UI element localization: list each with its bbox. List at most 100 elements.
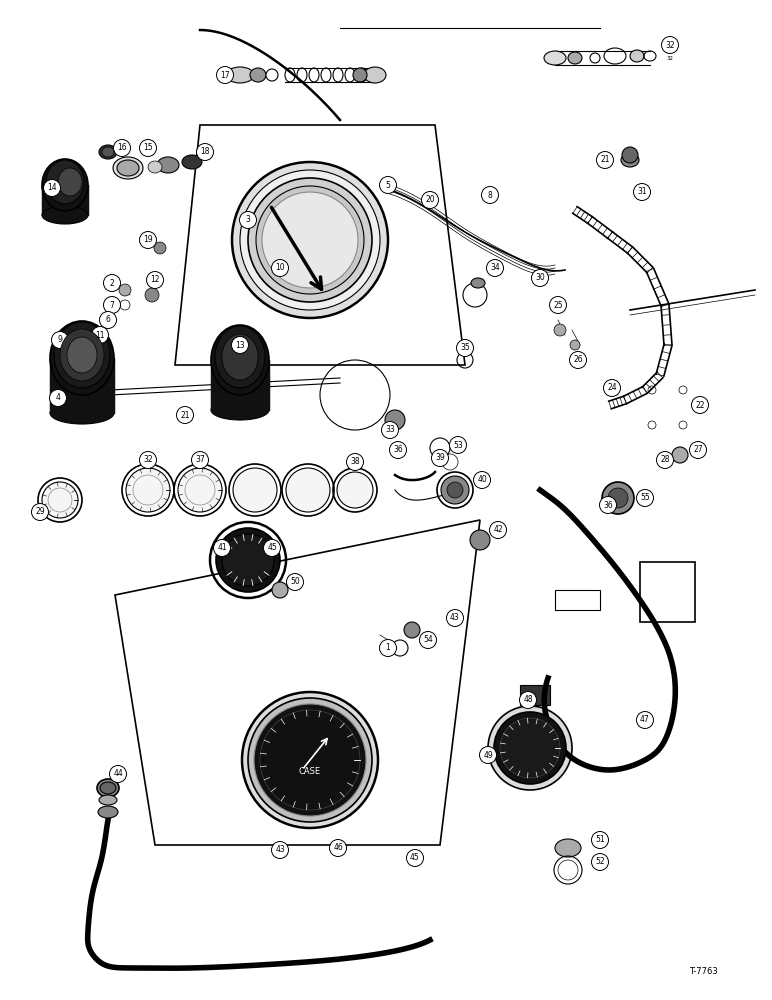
Circle shape: [256, 186, 364, 294]
Circle shape: [486, 259, 503, 276]
Text: 5: 5: [385, 180, 391, 190]
Ellipse shape: [226, 67, 254, 83]
Circle shape: [520, 692, 537, 708]
Ellipse shape: [50, 402, 114, 424]
Circle shape: [385, 410, 405, 430]
Ellipse shape: [215, 326, 265, 388]
Circle shape: [232, 162, 388, 318]
Text: 40: 40: [477, 476, 487, 485]
Circle shape: [145, 288, 159, 302]
Circle shape: [672, 447, 688, 463]
Text: 33: 33: [385, 426, 394, 434]
Text: 1: 1: [386, 644, 391, 652]
Circle shape: [390, 442, 407, 458]
Text: 20: 20: [425, 196, 435, 205]
Circle shape: [263, 540, 280, 556]
Text: 35: 35: [460, 344, 470, 353]
Text: 37: 37: [195, 456, 205, 464]
Circle shape: [260, 710, 360, 810]
Circle shape: [240, 170, 380, 310]
Ellipse shape: [568, 52, 582, 64]
Circle shape: [470, 530, 490, 550]
Polygon shape: [520, 685, 550, 705]
Circle shape: [92, 326, 109, 344]
Ellipse shape: [353, 68, 367, 82]
Text: 43: 43: [450, 613, 460, 622]
Text: 11: 11: [95, 330, 105, 340]
Text: 50: 50: [290, 578, 300, 586]
Text: 30: 30: [535, 273, 545, 282]
Circle shape: [119, 284, 131, 296]
Text: 32: 32: [665, 40, 675, 49]
Ellipse shape: [102, 147, 114, 157]
Text: 36: 36: [603, 500, 613, 510]
Circle shape: [272, 582, 288, 598]
Circle shape: [446, 609, 463, 626]
Circle shape: [214, 540, 231, 556]
Text: 49: 49: [483, 750, 493, 760]
Text: 16: 16: [117, 143, 127, 152]
Ellipse shape: [211, 325, 269, 395]
Text: 21: 21: [601, 155, 610, 164]
Text: 28: 28: [660, 456, 670, 464]
Circle shape: [656, 452, 673, 468]
Ellipse shape: [544, 51, 566, 65]
Circle shape: [49, 389, 66, 406]
Text: 55: 55: [640, 493, 650, 502]
Circle shape: [100, 312, 117, 328]
Circle shape: [216, 528, 280, 592]
Text: 42: 42: [493, 526, 503, 534]
Circle shape: [147, 271, 164, 288]
Circle shape: [422, 192, 438, 209]
Ellipse shape: [471, 278, 485, 288]
Circle shape: [191, 452, 208, 468]
Text: 24: 24: [608, 383, 617, 392]
Ellipse shape: [54, 322, 110, 388]
Circle shape: [622, 147, 638, 163]
Text: 32: 32: [666, 55, 673, 60]
Ellipse shape: [98, 806, 118, 818]
Circle shape: [380, 176, 397, 194]
Circle shape: [286, 574, 303, 590]
Text: 26: 26: [573, 356, 583, 364]
Ellipse shape: [621, 153, 639, 167]
Text: 10: 10: [275, 263, 285, 272]
Text: 45: 45: [267, 544, 277, 552]
Circle shape: [449, 436, 466, 454]
Text: 39: 39: [435, 454, 445, 462]
Text: 21: 21: [180, 410, 190, 420]
Circle shape: [500, 718, 560, 778]
Text: 44: 44: [113, 770, 123, 778]
Text: 51: 51: [595, 836, 604, 844]
Circle shape: [222, 534, 274, 586]
Text: 6: 6: [106, 316, 110, 324]
Circle shape: [482, 186, 499, 204]
Ellipse shape: [42, 206, 88, 224]
Circle shape: [636, 489, 654, 506]
Circle shape: [407, 850, 424, 866]
Circle shape: [602, 482, 634, 514]
Ellipse shape: [97, 779, 119, 797]
Text: 13: 13: [235, 340, 245, 350]
Ellipse shape: [117, 160, 139, 176]
Circle shape: [110, 766, 127, 782]
Circle shape: [570, 340, 580, 350]
Circle shape: [272, 259, 289, 276]
Text: 31: 31: [637, 188, 647, 196]
Circle shape: [242, 692, 378, 828]
Circle shape: [570, 352, 587, 368]
Text: 36: 36: [393, 446, 403, 454]
Text: 3: 3: [245, 216, 250, 225]
Circle shape: [604, 379, 621, 396]
Ellipse shape: [364, 67, 386, 83]
Circle shape: [197, 143, 214, 160]
Circle shape: [550, 296, 567, 314]
Circle shape: [248, 698, 372, 822]
Circle shape: [239, 212, 256, 229]
Ellipse shape: [58, 168, 82, 196]
Circle shape: [140, 139, 157, 156]
Circle shape: [113, 139, 130, 156]
Text: 12: 12: [151, 275, 160, 284]
Circle shape: [337, 472, 373, 508]
Circle shape: [140, 232, 157, 248]
